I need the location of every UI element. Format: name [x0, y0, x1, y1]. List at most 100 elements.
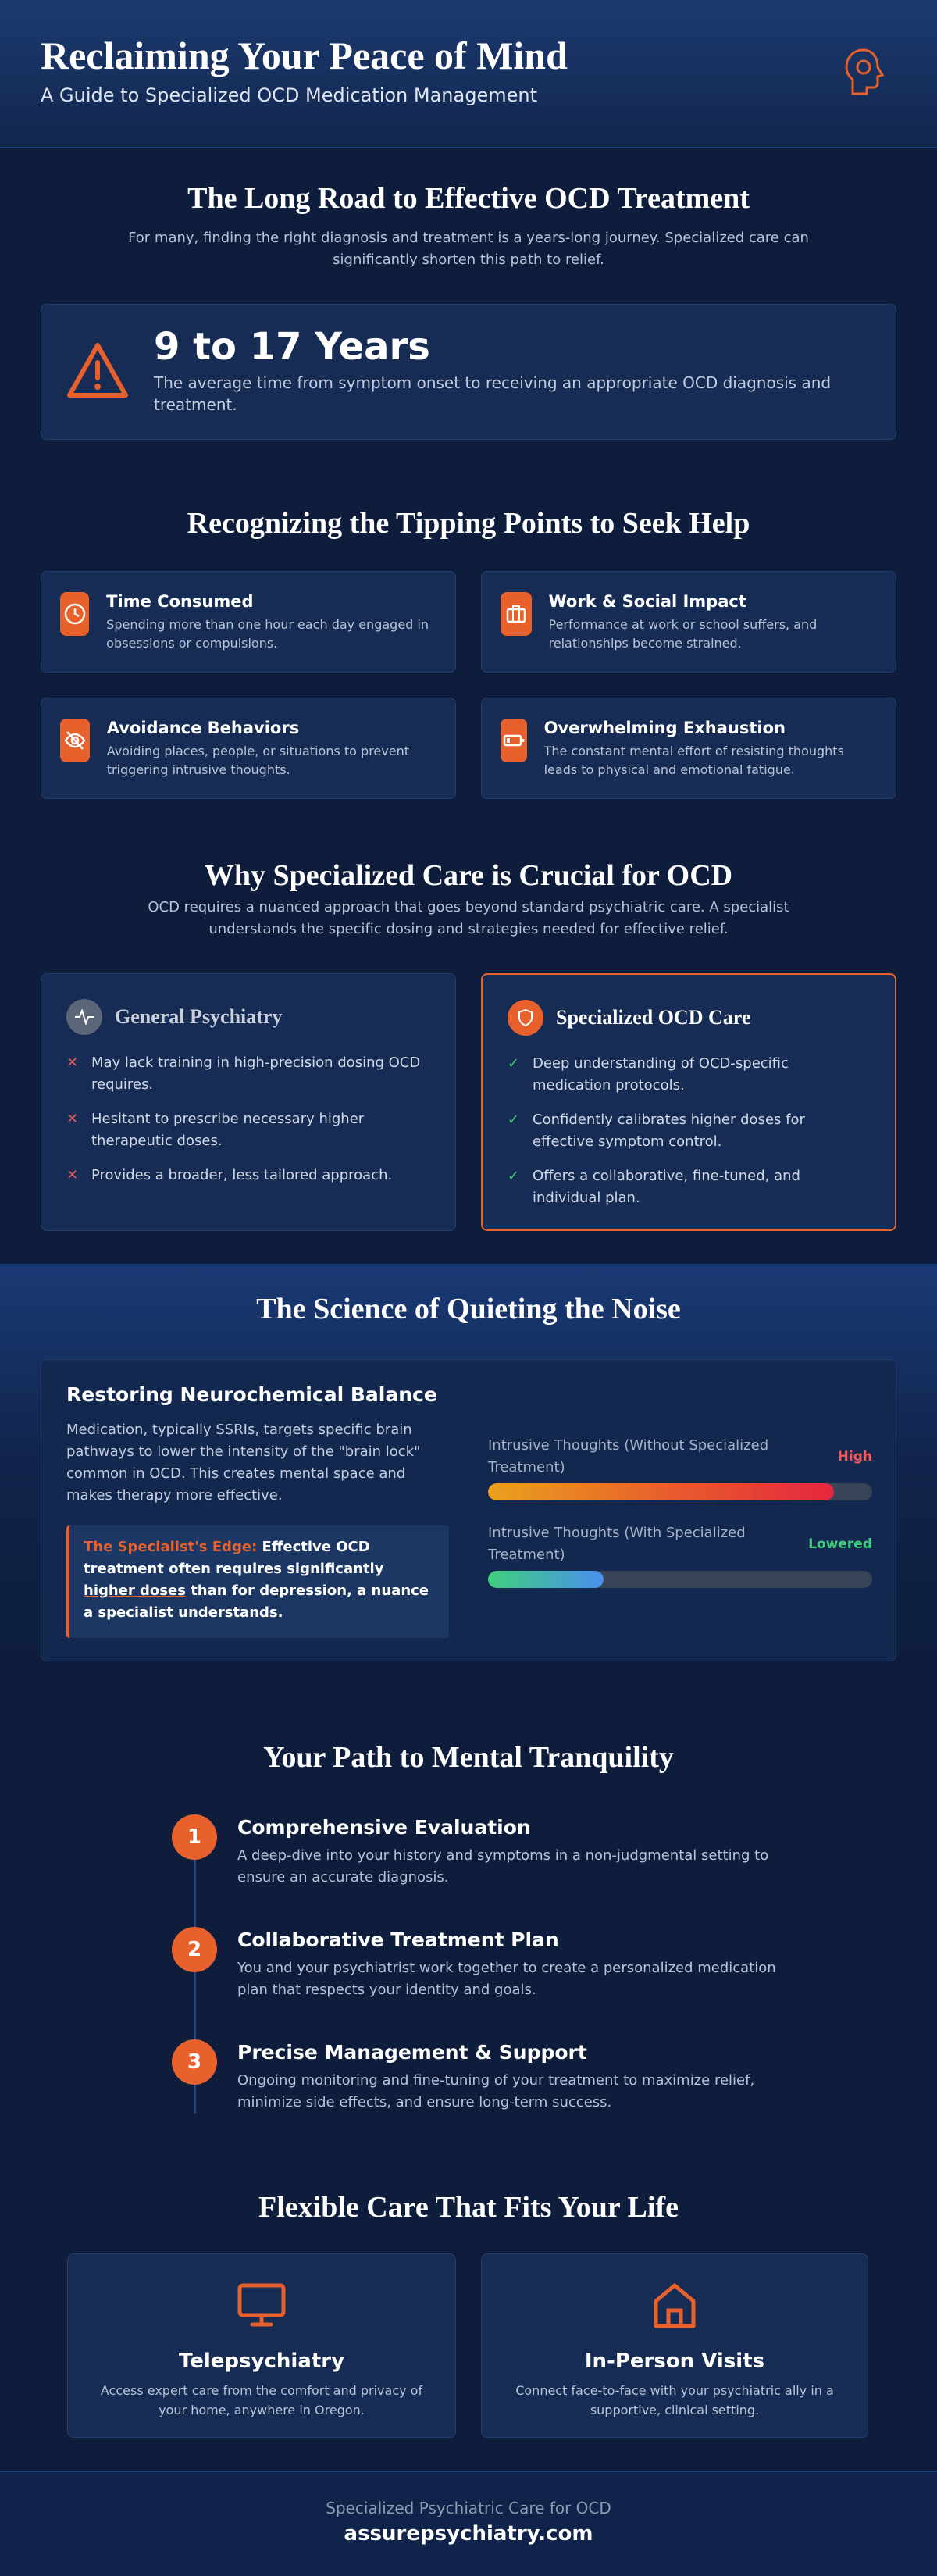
icon-part — [64, 603, 85, 625]
footer: Specialized Psychiatric Care for OCD ass… — [0, 2471, 937, 2576]
icon-part — [518, 1009, 533, 1026]
icon-part — [237, 2283, 286, 2317]
step-text: You and your psychiatrist work together … — [237, 1960, 776, 1998]
icon-part — [511, 605, 520, 622]
marker: ✕ — [66, 1167, 79, 1183]
card-title: In-Person Visits — [584, 2349, 765, 2373]
stat-value: 9 to 17 Years — [154, 325, 430, 369]
logo — [845, 48, 885, 95]
card-title: Work & Social Impact — [548, 592, 746, 611]
marker: ✓ — [508, 1111, 520, 1128]
bar-fill — [488, 1483, 834, 1500]
icon-part — [94, 384, 101, 390]
section-title: Why Specialized Care is Crucial for OCD — [204, 859, 733, 892]
card-text: The constant mental effort of resisting … — [543, 744, 844, 777]
item-text: Confidently calibrates higher doses for … — [533, 1111, 805, 1150]
section-title: Flexible Care That Fits Your Life — [258, 2191, 679, 2224]
icon-part — [506, 608, 526, 623]
icon — [505, 2282, 844, 2329]
edge-text: Effective OCD treatment often requires s… — [84, 1539, 384, 1577]
edge-underline: higher doses — [84, 1582, 186, 1599]
step-body: Collaborative Treatment Plan You and you… — [237, 1927, 776, 2001]
card-head: Specialized OCD Care — [508, 1000, 870, 1036]
card-title: Time Consumed — [106, 592, 254, 611]
step-body: Precise Management & Support Ongoing mon… — [237, 2039, 776, 2114]
edge-callout: The Specialist's Edge: Effective OCD tre… — [66, 1525, 449, 1638]
step: 2 Collaborative Treatment Plan You and y… — [172, 1927, 776, 2001]
tip-card: Time Consumed Spending more than one hou… — [41, 571, 456, 673]
icon-part — [506, 605, 526, 623]
bar-row: Intrusive Thoughts (With Specialized Tre… — [488, 1522, 872, 1588]
tip-body: Work & Social Impact Performance at work… — [549, 592, 878, 651]
step-body: Comprehensive Evaluation A deep-dive int… — [237, 1814, 776, 1889]
warning-icon — [67, 343, 128, 398]
step-text: Ongoing monitoring and fine-tuning of yo… — [237, 2072, 755, 2110]
tagline: Specialized Psychiatric Care for OCD — [326, 2499, 611, 2517]
list: ✕ May lack training in high-precision dos… — [66, 1052, 430, 1186]
icon-part — [75, 1009, 94, 1025]
section-title: Recognizing the Tipping Points to Seek H… — [187, 507, 750, 540]
stat-text: The average time from symptom onset to r… — [154, 373, 832, 414]
icon-part — [654, 2283, 696, 2328]
list: ✓ Deep understanding of OCD-specific medi… — [508, 1053, 870, 1209]
card-title: Specialized OCD Care — [556, 1006, 751, 1029]
science-box: Restoring Neurochemical Balance Medicati… — [41, 1359, 896, 1661]
card-title: Telepsychiatry — [178, 2349, 345, 2373]
care-card: In-Person Visits Connect face-to-face wi… — [481, 2253, 868, 2438]
section-title: The Long Road to Effective OCD Treatment — [187, 182, 750, 215]
section-title: The Science of Quieting the Noise — [256, 1293, 681, 1325]
icon-part — [64, 603, 85, 625]
bar-head: Intrusive Thoughts (Without Specialized … — [488, 1435, 872, 1479]
bar-label: Intrusive Thoughts (Without Specialized … — [488, 1437, 769, 1475]
step: 1 Comprehensive Evaluation A deep-dive i… — [172, 1814, 768, 1889]
care-card: Telepsychiatry Access expert care from t… — [67, 2253, 456, 2438]
item-text: May lack training in high-precision dosi… — [91, 1054, 421, 1093]
item-text: Hesitant to prescribe necessary higher t… — [91, 1111, 365, 1149]
icon-part — [66, 731, 84, 750]
specialist-card: Specialized OCD Care ✓ Deep understanding… — [481, 973, 896, 1231]
icon-part — [64, 731, 86, 750]
bar-level: High — [837, 1449, 872, 1465]
tip-body: Avoidance Behaviors Avoiding places, peo… — [107, 719, 436, 778]
icon-part — [503, 734, 525, 747]
edge-label: The Specialist's Edge: — [84, 1539, 258, 1555]
icon-part — [856, 59, 871, 75]
list-item: ✓ Offers a collaborative, fine-tuned, and… — [508, 1165, 870, 1209]
bar-head: Intrusive Thoughts (With Specialized Tre… — [488, 1522, 872, 1566]
icon — [60, 719, 90, 762]
tip-card: Avoidance Behaviors Avoiding places, peo… — [41, 698, 456, 799]
tip-card: Overwhelming Exhaustion The constant men… — [481, 698, 896, 799]
icon-part — [654, 2283, 696, 2328]
icon-part — [845, 48, 885, 95]
card-title: Avoidance Behaviors — [106, 719, 300, 737]
icon — [91, 2282, 432, 2329]
header: Reclaiming Your Peace of Mind A Guide to… — [0, 0, 937, 148]
icon-part — [506, 738, 510, 743]
bar-row: Intrusive Thoughts (Without Specialized … — [488, 1435, 872, 1500]
icon — [501, 592, 532, 636]
step-title: Comprehensive Evaluation — [237, 1816, 531, 1839]
list-item: ✓ Deep understanding of OCD-specific medi… — [508, 1053, 870, 1097]
card-title: General Psychiatry — [115, 1005, 283, 1028]
section-text: For many, finding the right diagnosis an… — [128, 230, 809, 268]
site: assurepsychiatry.com — [344, 2522, 593, 2546]
subtitle: A Guide to Specialized OCD Medication Ma… — [41, 84, 537, 106]
step-number: 3 — [172, 2039, 217, 2085]
marker: ✓ — [508, 1055, 520, 1072]
marker: ✓ — [508, 1168, 520, 1184]
list-item: ✕ Provides a broader, less tailored appro… — [66, 1165, 430, 1186]
step-text: A deep-dive into your history and sympto… — [237, 1847, 769, 1886]
card-title: Overwhelming Exhaustion — [543, 719, 786, 737]
list-item: ✓ Confidently calibrates higher doses for… — [508, 1109, 870, 1153]
tip-body: Time Consumed Spending more than one hou… — [106, 592, 436, 651]
tip-body: Overwhelming Exhaustion The constant men… — [544, 719, 877, 778]
general-card: General Psychiatry ✕ May lack training in… — [41, 973, 456, 1231]
item-text: Deep understanding of OCD-specific medic… — [533, 1055, 789, 1094]
bar-fill — [488, 1571, 604, 1588]
list-item: ✕ Hesitant to prescribe necessary higher … — [66, 1108, 430, 1152]
icon-part — [666, 2308, 683, 2326]
bar-label: Intrusive Thoughts (With Specialized Tre… — [488, 1525, 746, 1563]
bar-track — [488, 1483, 872, 1500]
